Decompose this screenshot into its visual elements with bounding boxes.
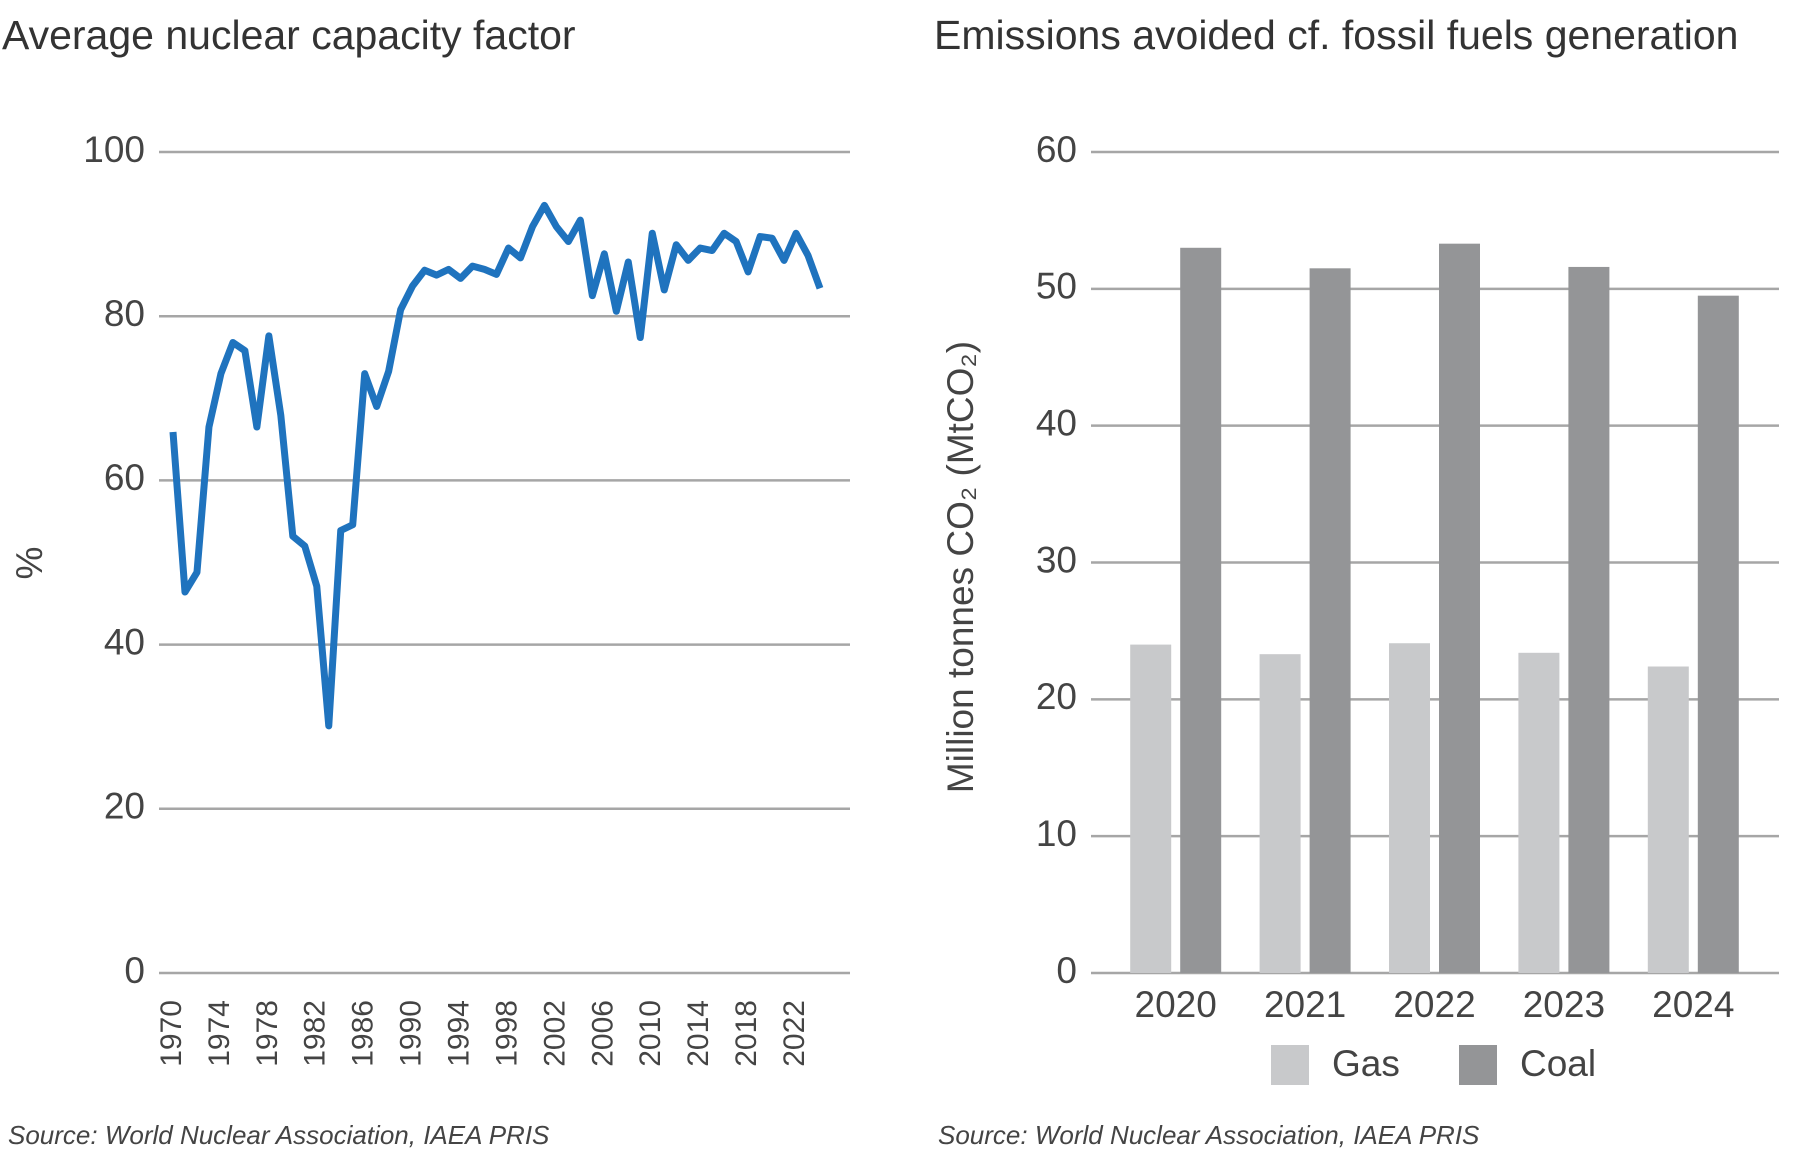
y-tick-label: 30 [1036,539,1077,580]
y-tick-label: 60 [104,457,145,498]
x-tick-label: 2014 [682,1000,715,1067]
source: Source: World Nuclear Association, IAEA … [938,1120,1480,1150]
x-tick-label: 1970 [155,1000,188,1067]
bar [1439,243,1480,973]
bar [1518,652,1560,973]
y-axis-label: Million tonnes CO₂ (MtCO₂) [940,341,981,793]
y-tick-label: 40 [104,621,145,662]
y-tick-label: 40 [1036,402,1077,443]
x-tick-label: 2022 [778,1000,811,1067]
x-tick-label: 1994 [442,1000,475,1067]
legend-swatch [1271,1045,1309,1085]
x-tick-label: 1982 [299,1000,332,1067]
y-tick-label: 20 [1036,676,1077,717]
x-tick-label: 2010 [634,1000,667,1067]
y-tick-label: 50 [1036,266,1077,307]
x-tick-label: 2023 [1523,984,1605,1025]
y-tick-label: 60 [1036,129,1077,170]
data-line [169,201,824,730]
bar [1259,654,1301,973]
x-tick-label: 2021 [1264,984,1346,1025]
bar [1309,268,1351,973]
legend-label: Gas [1332,1043,1400,1084]
chart-title: Emissions avoided cf. fossil fuels gener… [934,12,1738,58]
x-tick-label: 1974 [203,1000,236,1067]
bar [1389,643,1430,973]
x-tick-label: 1990 [395,1000,428,1067]
bar [1180,247,1222,974]
x-tick-label: 2022 [1393,984,1475,1025]
x-tick-label: 2002 [538,1000,571,1067]
bar [1647,666,1689,973]
y-tick-label: 20 [104,786,145,827]
x-tick-label: 1986 [347,1000,380,1067]
x-tick-label: 2024 [1652,984,1734,1025]
y-tick-label: 0 [124,950,145,991]
legend-swatch [1459,1045,1497,1085]
y-axis-label: % [9,547,50,580]
y-tick-label: 80 [104,293,145,334]
legend-label: Coal [1520,1043,1596,1084]
bar [1568,266,1610,973]
x-tick-label: 1978 [251,1000,284,1067]
chart-title: Average nuclear capacity factor [2,12,576,58]
x-tick-label: 2018 [730,1000,763,1067]
y-tick-label: 0 [1056,950,1077,991]
bar [1697,295,1739,973]
x-tick-label: 2020 [1135,984,1217,1025]
x-tick-label: 2006 [586,1000,619,1067]
y-tick-label: 100 [83,129,145,170]
bar [1130,644,1172,973]
source: Source: World Nuclear Association, IAEA … [8,1120,550,1150]
x-tick-label: 1998 [490,1000,523,1067]
y-tick-label: 10 [1036,813,1077,854]
